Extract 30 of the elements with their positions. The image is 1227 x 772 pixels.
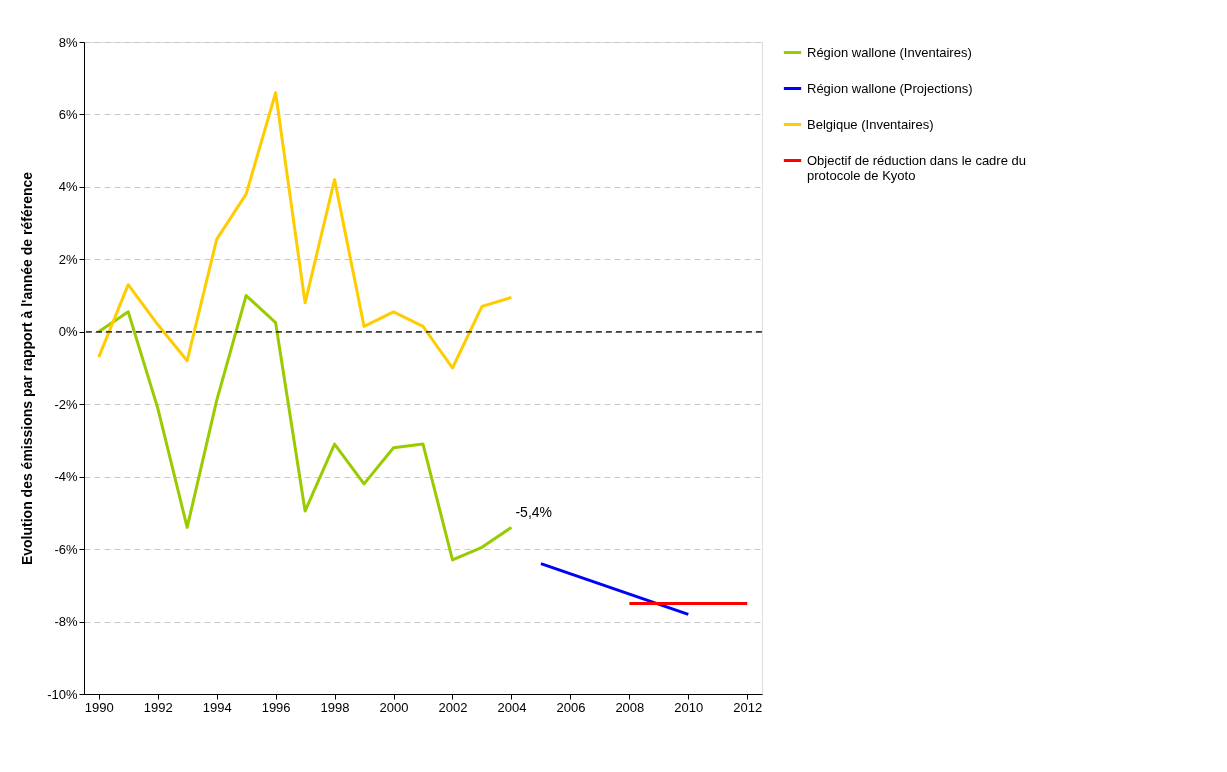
x-tick-label: 1998	[320, 699, 350, 715]
x-tick-label: 1996	[261, 699, 291, 715]
y-tick-label: -10%	[47, 686, 78, 702]
y-tick-label: 8%	[58, 34, 78, 50]
x-tick-label: 2006	[556, 699, 586, 715]
x-tick-label: 2010	[674, 699, 704, 715]
y-tick-label: 4%	[58, 179, 78, 195]
x-tick-label: 2000	[379, 699, 409, 715]
y-tick-label: 6%	[58, 106, 78, 122]
legend-label: Objectif de réduction dans le cadre du protocole de Kyoto	[807, 152, 1026, 183]
line-series	[97, 294, 513, 562]
y-tick-label: 2%	[58, 251, 78, 267]
x-tick-label: 1994	[202, 699, 232, 715]
y-tick-label: -8%	[54, 614, 78, 630]
legend-label: Région wallone (Inventaires)	[807, 44, 972, 60]
y-tick-label: -2%	[54, 396, 78, 412]
legend-label: Belgique (Inventaires)	[807, 116, 934, 132]
line-series	[97, 91, 513, 370]
legend-label: Région wallone (Projections)	[807, 80, 973, 96]
x-tick-label: 2004	[497, 699, 527, 715]
y-axis-title: Evolution des émissions par rapport à l'année de référence	[19, 171, 36, 566]
x-tick-label: 1990	[84, 699, 114, 715]
x-tick-label: 2008	[615, 699, 645, 715]
x-tick-label: 2002	[438, 699, 468, 715]
y-tick-label: -4%	[54, 469, 78, 485]
y-tick-label: 0%	[58, 324, 78, 340]
annotation: -5,4%	[515, 504, 553, 521]
x-tick-label: 2012	[733, 699, 763, 715]
y-tick-label: -6%	[54, 541, 78, 557]
x-tick-label: 1992	[143, 699, 173, 715]
